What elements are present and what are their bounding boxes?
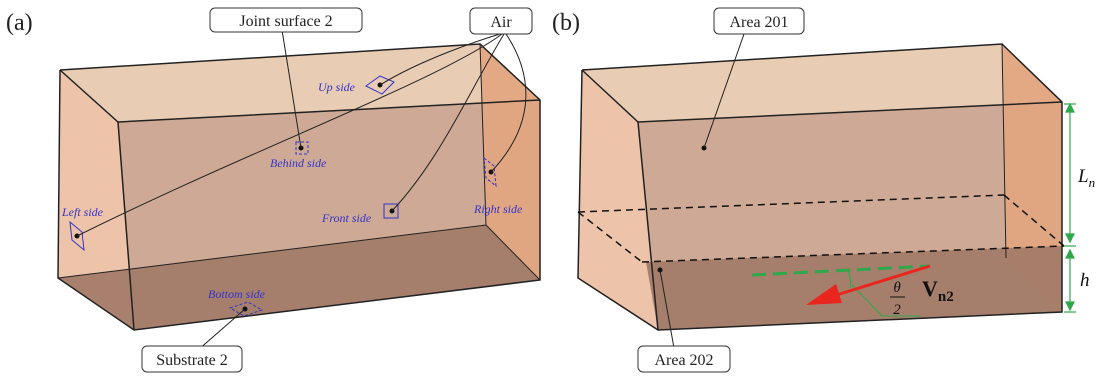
substrate-callout: Substrate 2 [141, 345, 243, 373]
height-dimension-label: h [1080, 270, 1090, 291]
panel-a: (a) [6, 7, 541, 373]
angle-numerator: θ [893, 280, 901, 296]
box-b-right-face [1002, 44, 1062, 312]
behind-side-label: Behind side [270, 156, 327, 170]
interface-plane [577, 194, 1065, 263]
panel-b-label: (b) [552, 10, 580, 36]
area-201-callout-label: Area 201 [729, 14, 788, 31]
joint-surface-callout: Joint surface 2 [209, 7, 363, 33]
air-callout: Air [469, 7, 533, 35]
left-side-label: Left side [61, 205, 104, 219]
leader-lines-a [76, 29, 527, 351]
dimension-lines [1064, 102, 1076, 313]
area-202-callout: Area 202 [637, 345, 731, 373]
box-a-bottom-face [58, 225, 540, 330]
leader-lines-b [659, 33, 745, 349]
box-a-edges [57, 43, 541, 331]
panel-b: (b) [552, 7, 1095, 373]
bottom-side-label: Bottom side [208, 287, 266, 301]
area-202-callout-label: Area 202 [654, 352, 713, 369]
velocity-vector [806, 264, 931, 305]
velocity-label: Vn2 [922, 276, 954, 305]
front-side-label: Front side [321, 211, 372, 225]
length-dimension-label: Ln [1077, 166, 1095, 190]
panel-a-label: (a) [6, 10, 33, 36]
box-a-left-face [58, 70, 134, 330]
angle-denominator: 2 [893, 302, 901, 318]
up-side-label: Up side [318, 80, 356, 94]
box-b-top-face [582, 44, 1062, 122]
half-angle-label: θ 2 [890, 280, 905, 318]
box-b-edges [577, 43, 1063, 331]
substrate-callout-label: Substrate 2 [156, 352, 228, 369]
area-201-callout: Area 201 [713, 7, 805, 35]
air-callout-label: Air [490, 14, 512, 31]
right-side-label: Right side [473, 202, 523, 216]
joint-surface-callout-label: Joint surface 2 [239, 13, 332, 30]
box-b-left-face [578, 70, 658, 330]
